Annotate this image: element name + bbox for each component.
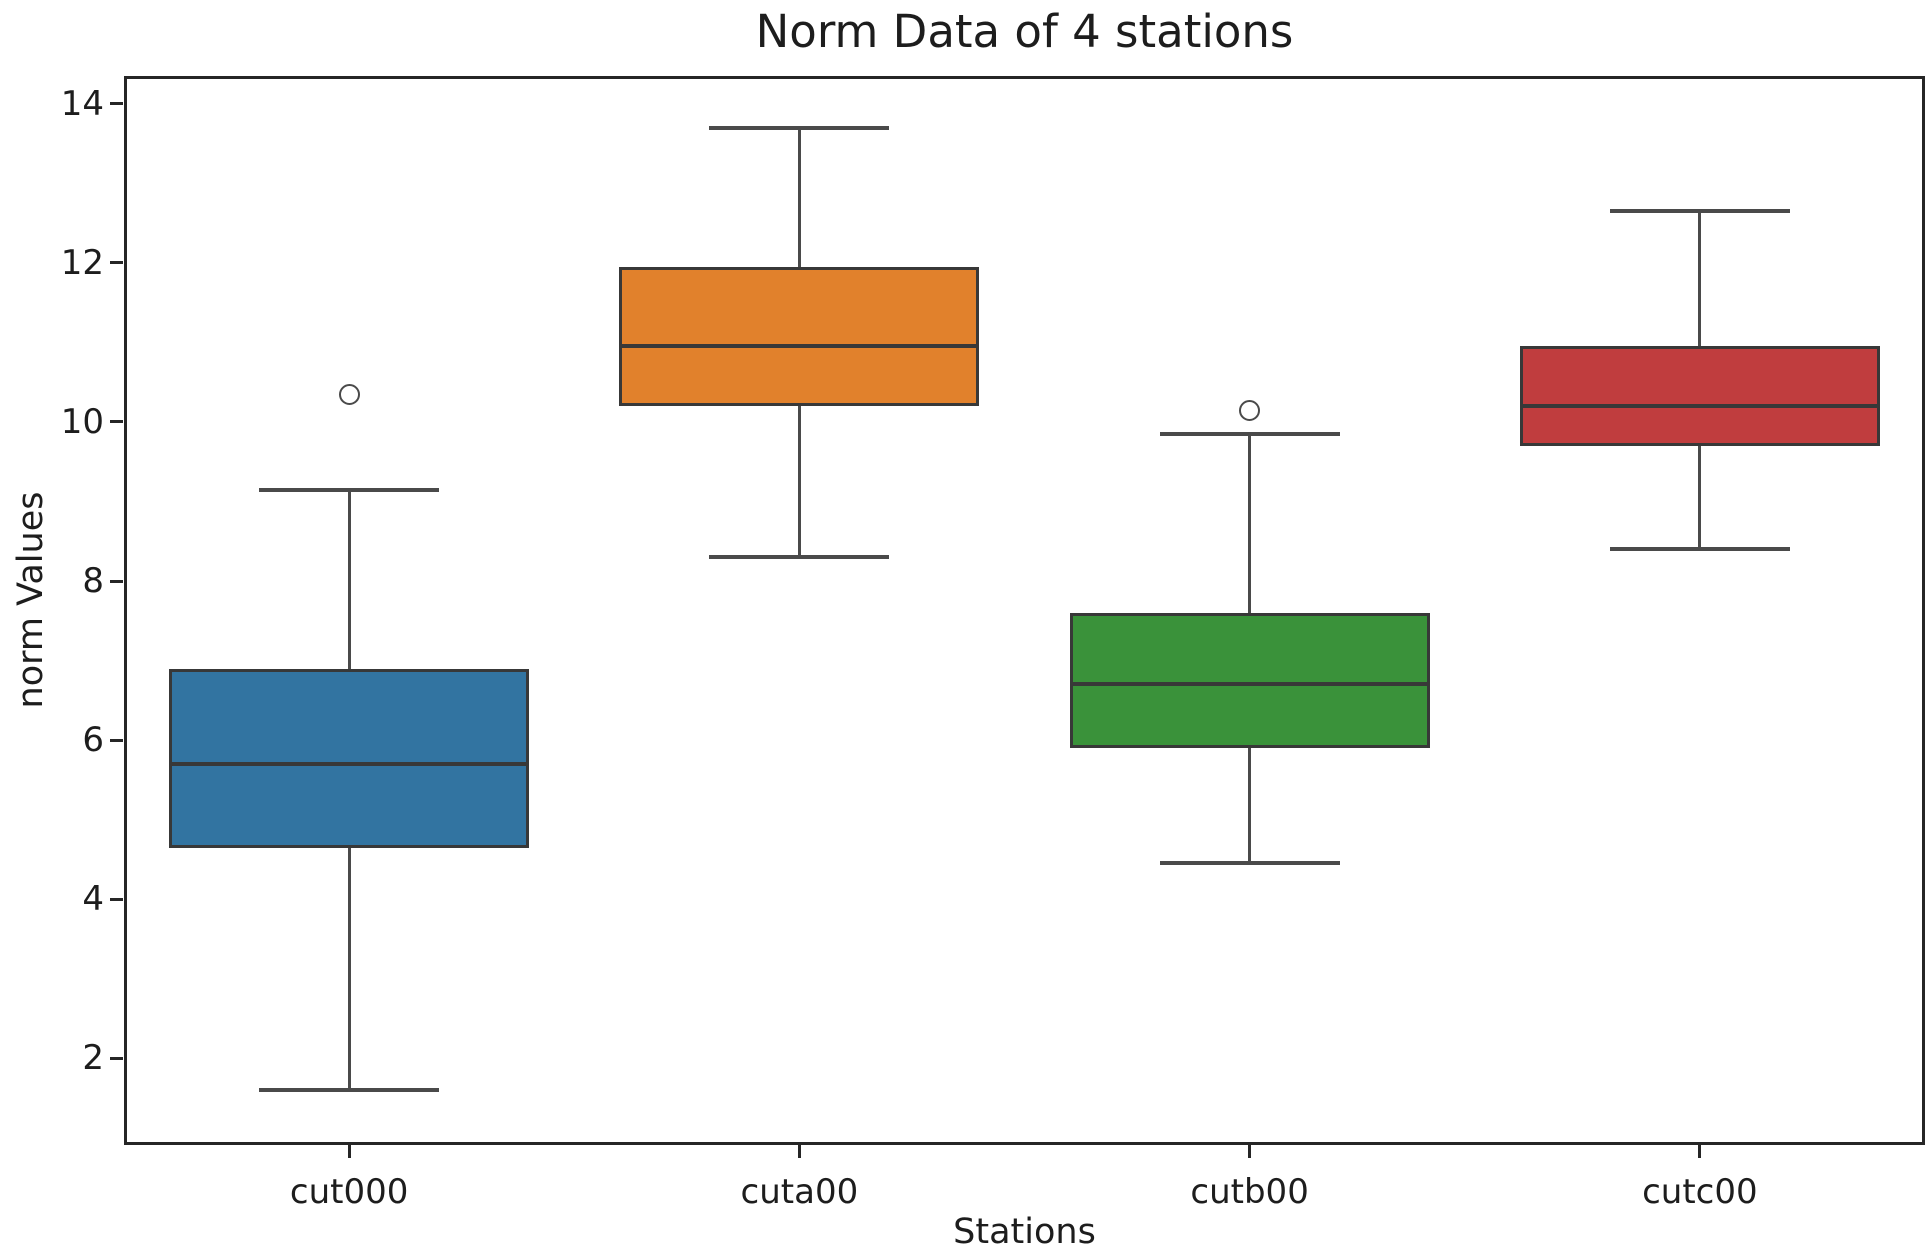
lower-whisker [1698,445,1702,550]
upper-cap [1609,209,1790,214]
y-tick-label: 10 [60,401,104,442]
lower-cap [1609,547,1790,552]
upper-cap [709,125,890,130]
x-tick-mark [347,1145,351,1158]
upper-whisker [347,489,351,669]
upper-whisker [1248,433,1252,613]
x-tick-label-cutb00: cutb00 [1190,1172,1309,1212]
y-tick-label: 14 [60,83,104,124]
upper-cap [1159,431,1340,436]
lower-cap [1159,861,1340,866]
outlier-point [1239,399,1261,421]
plot-area [110,76,1925,1158]
y-tick-mark [110,420,123,424]
x-tick-label-cuta00: cuta00 [740,1172,859,1212]
y-tick-label: 4 [82,879,104,920]
y-tick-label: 8 [82,561,104,602]
y-tick-label: 2 [82,1038,104,1079]
y-tick-label: 6 [82,720,104,761]
y-tick-mark [110,261,123,265]
lower-cap [259,1088,440,1093]
y-tick-mark [110,102,123,106]
y-tick-label: 12 [60,242,104,283]
upper-cap [259,487,440,492]
y-tick-mark [110,1056,123,1060]
median-line [1069,682,1430,687]
upper-whisker [1698,211,1702,347]
iqr-box [1069,612,1430,749]
iqr-box [169,668,530,848]
lower-whisker [347,847,351,1091]
median-line [169,762,530,766]
x-tick-label-cut000: cut000 [289,1172,409,1212]
lower-whisker [797,406,801,558]
chart-title: Norm Data of 4 stations [755,5,1294,58]
y-tick-mark [110,579,123,583]
lower-cap [709,555,890,560]
upper-whisker [797,127,801,267]
x-tick-mark [797,1145,801,1158]
lower-whisker [1248,748,1252,864]
x-tick-mark [1248,1145,1252,1158]
y-tick-mark [110,897,123,901]
iqr-box [619,266,980,407]
median-line [1519,404,1880,409]
outlier-point [338,383,360,405]
x-tick-label-cutc00: cutc00 [1642,1172,1758,1212]
iqr-box [1519,346,1880,446]
y-tick-mark [110,738,123,742]
x-tick-mark [1698,1145,1702,1158]
x-axis-label: Stations [953,1212,1096,1252]
median-line [619,344,980,349]
plot-border [124,76,1925,1145]
